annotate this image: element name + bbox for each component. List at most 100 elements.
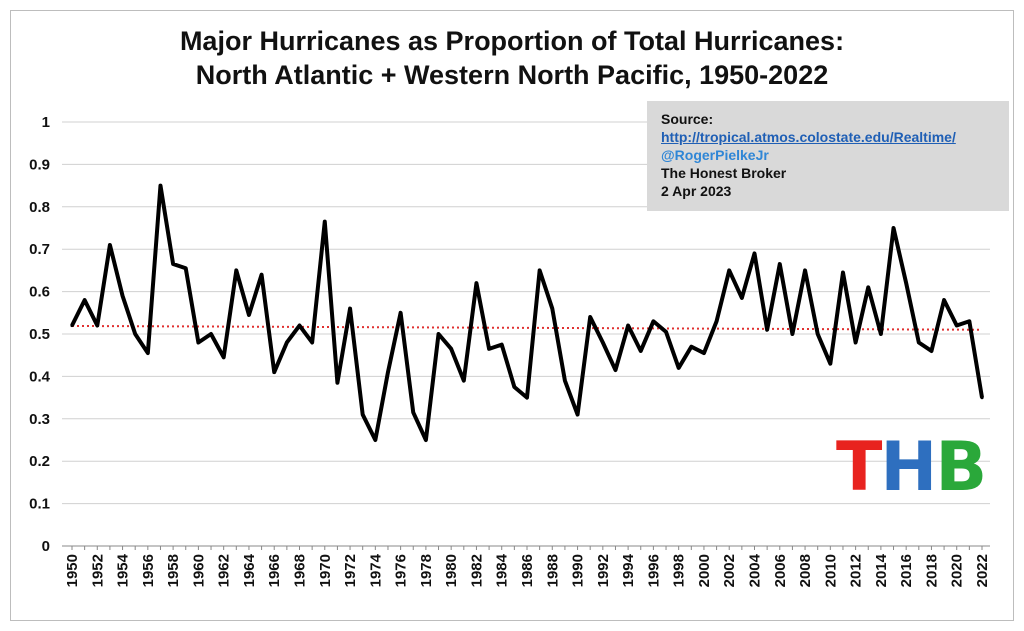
- author-handle[interactable]: @RogerPielkeJr: [661, 147, 769, 163]
- data-point: [740, 296, 744, 300]
- data-point: [462, 379, 466, 383]
- data-point: [512, 385, 516, 389]
- x-tick-label: 1974: [367, 553, 384, 587]
- data-point: [323, 220, 327, 224]
- y-tick-label: 0.4: [29, 368, 51, 385]
- data-point: [386, 370, 390, 374]
- x-tick-label: 1988: [544, 554, 561, 587]
- y-tick-label: 0.6: [29, 284, 50, 301]
- data-point: [550, 306, 554, 311]
- x-tick-label: 1960: [190, 554, 207, 587]
- data-point: [790, 332, 795, 336]
- title-line-2: North Atlantic + Western North Pacific, …: [195, 60, 829, 90]
- x-tick-label: 1962: [216, 554, 233, 587]
- x-tick-label: 1992: [595, 554, 612, 587]
- logo-letter-h: H: [880, 428, 937, 507]
- x-tick-label: 1952: [89, 554, 106, 587]
- chart-frame: [10, 10, 1014, 621]
- x-tick-label: 1980: [443, 554, 460, 587]
- data-point: [917, 340, 921, 345]
- series-line: [70, 183, 984, 442]
- y-tick-label: 0.8: [29, 199, 50, 216]
- data-point: [424, 438, 428, 442]
- data-point: [297, 323, 302, 328]
- data-point: [639, 349, 643, 353]
- logo-letter-t: T: [836, 428, 882, 507]
- data-point: [487, 347, 491, 351]
- data-point: [942, 298, 946, 302]
- y-tick-label: 0.2: [29, 453, 50, 470]
- data-point: [184, 266, 188, 270]
- mean-trend-line: [71, 324, 983, 331]
- x-tick-label: 1968: [292, 554, 309, 587]
- data-point: [904, 281, 908, 285]
- data-point: [285, 340, 289, 345]
- data-point: [879, 332, 883, 336]
- gridlines: [62, 121, 990, 505]
- x-tick-marks: [71, 546, 983, 550]
- y-tick-label: 0.3: [29, 411, 50, 428]
- x-tick-label: 1958: [165, 554, 182, 587]
- data-point: [626, 323, 630, 328]
- y-tick-label: 1: [42, 114, 50, 131]
- data-point: [196, 340, 200, 345]
- data-point: [133, 332, 137, 336]
- x-tick-label: 1976: [393, 554, 410, 587]
- data-point: [247, 313, 251, 317]
- data-points: [70, 184, 984, 442]
- data-point: [373, 438, 377, 442]
- source-box: Source: http://tropical.atmos.colostate.…: [647, 101, 1009, 211]
- x-tick-label: 1984: [494, 553, 511, 587]
- data-point: [575, 412, 580, 417]
- x-tick-labels: 1950 1952 1954 1956 1958 1960 1962 1964 1966 1968…: [64, 553, 991, 587]
- publish-date: 2 Apr 2023: [661, 183, 732, 199]
- x-tick-label: 2008: [797, 554, 814, 587]
- logo-letter-b: B: [935, 428, 987, 507]
- data-point: [816, 332, 820, 336]
- data-point: [361, 412, 365, 417]
- data-point: [108, 243, 112, 247]
- data-point: [209, 332, 213, 336]
- data-point: [259, 273, 264, 277]
- source-link[interactable]: http://tropical.atmos.colostate.edu/Real…: [661, 129, 956, 145]
- data-point: [828, 362, 832, 366]
- data-point: [651, 319, 655, 323]
- x-tick-label: 1996: [645, 554, 662, 587]
- x-tick-label: 2020: [949, 554, 966, 587]
- y-tick-labels: 0 0.1 0.2 0.3 0.4 0.5 0.6 0.7 0.8 0.9 1: [29, 114, 51, 555]
- x-tick-label: 1986: [519, 554, 536, 587]
- data-point: [171, 262, 175, 266]
- y-tick-label: 0.5: [29, 326, 50, 343]
- data-point: [677, 366, 681, 370]
- data-point: [689, 345, 693, 349]
- x-tick-label: 2022: [974, 554, 991, 587]
- y-tick-label: 0.1: [29, 496, 50, 513]
- data-point: [803, 268, 807, 272]
- x-tick-label: 2004: [747, 553, 764, 587]
- data-point: [929, 349, 934, 353]
- data-point: [500, 343, 504, 347]
- data-point: [563, 379, 567, 383]
- data-point: [436, 332, 441, 336]
- data-point: [399, 311, 403, 315]
- data-point: [664, 330, 668, 334]
- x-tick-label: 1994: [620, 553, 637, 587]
- data-point: [727, 268, 731, 272]
- title-line-1: Major Hurricanes as Proportion of Total …: [179, 26, 845, 56]
- data-point: [120, 294, 125, 298]
- x-tick-label: 2018: [923, 554, 940, 587]
- x-tick-label: 2014: [873, 553, 890, 587]
- data-point: [146, 351, 150, 355]
- x-tick-label: 2012: [848, 554, 865, 587]
- data-point: [310, 340, 314, 345]
- data-point: [765, 328, 769, 332]
- x-tick-label: 2000: [696, 554, 713, 587]
- data-point: [588, 315, 592, 319]
- y-tick-label: 0: [42, 538, 50, 555]
- x-tick-label: 1990: [570, 554, 587, 587]
- data-point: [348, 306, 352, 311]
- thb-logo: THB: [836, 434, 987, 502]
- data-point: [752, 251, 757, 256]
- data-point: [613, 368, 618, 372]
